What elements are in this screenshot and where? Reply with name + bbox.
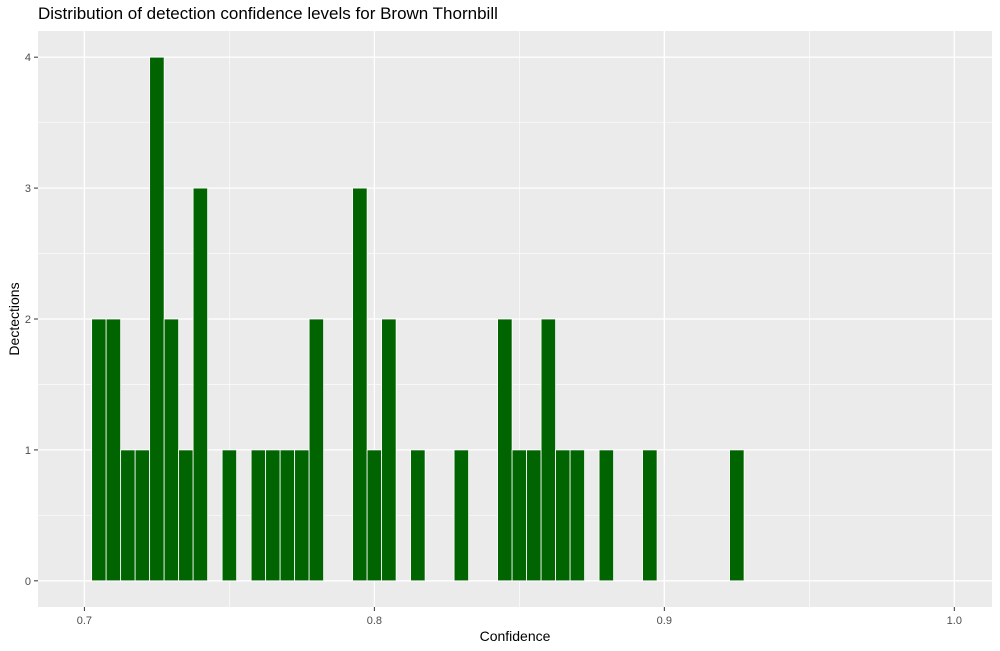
histogram-bar [250,449,267,582]
x-tick-label: 0.7 [77,615,92,627]
y-tick-label: 2 [25,314,31,326]
histogram-bar [569,449,585,582]
chart-title: Distribution of detection confidence lev… [38,4,498,23]
y-tick-label: 1 [25,445,31,457]
x-tick-label: 0.9 [657,615,672,627]
y-tick-label: 4 [25,52,31,64]
histogram-bar [279,449,296,582]
histogram-bar [149,56,165,582]
histogram-bar [497,318,513,582]
y-tick-label: 0 [25,576,31,588]
histogram-bar [134,449,151,582]
histogram-bar [526,449,542,582]
y-tick-label: 3 [25,183,31,195]
histogram-bar [105,318,122,582]
histogram-bar [642,449,658,582]
histogram-bar [178,449,194,582]
histogram-bar [453,449,470,582]
histogram-bar [163,318,180,582]
y-axis-label: Dectections [6,282,22,355]
axes: 0.7 0.8 0.9 1.0 0 1 2 3 4 [25,52,962,627]
histogram-bar [265,449,281,582]
histogram-bar [729,449,745,582]
histogram-bar [308,318,325,582]
histogram-bar [294,449,310,582]
histogram-bar [598,449,614,582]
x-tick-label: 1.0 [947,615,962,627]
histogram-bar [511,449,527,582]
histogram-bar [221,449,238,582]
histogram-bar [352,187,368,582]
histogram-bar [381,318,397,582]
histogram-bar [410,449,426,582]
x-tick-label: 0.8 [367,615,382,627]
bars [91,56,745,582]
histogram-bar [366,449,383,582]
histogram-bar [192,187,209,582]
histogram-bar [120,449,136,582]
histogram-bar [540,318,556,582]
histogram-bar [91,318,107,582]
x-axis-label: Confidence [480,628,551,644]
histogram-bar [555,449,571,582]
